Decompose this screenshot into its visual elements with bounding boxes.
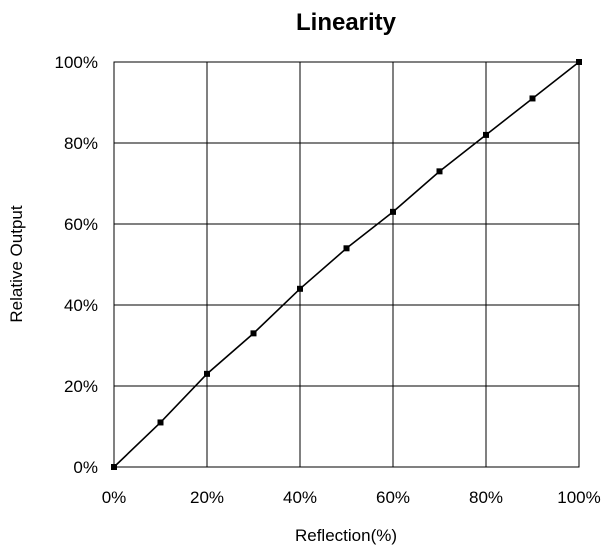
x-axis-label: Reflection(%)	[295, 526, 397, 545]
x-tick-label: 0%	[102, 488, 127, 507]
x-tick-label: 40%	[283, 488, 317, 507]
y-tick-label: 100%	[55, 53, 98, 72]
data-point	[576, 59, 582, 65]
data-point	[390, 208, 396, 215]
data-point	[157, 419, 164, 426]
data-point	[204, 370, 210, 377]
y-axis-label: Relative Output	[7, 205, 26, 322]
x-tick-label: 80%	[469, 488, 503, 507]
data-point	[343, 245, 350, 252]
series-line	[113, 61, 580, 468]
y-tick-label: 80%	[64, 134, 98, 153]
grid-lines	[114, 62, 579, 467]
y-tick-label: 60%	[64, 215, 98, 234]
data-point	[250, 330, 257, 337]
y-tick-label: 40%	[64, 296, 98, 315]
y-axis-ticks: 0% 20% 40% 60% 80% 100%	[55, 53, 98, 477]
x-tick-label: 60%	[376, 488, 410, 507]
y-tick-label: 20%	[64, 377, 98, 396]
data-point	[111, 464, 117, 470]
x-tick-label: 20%	[190, 488, 224, 507]
x-tick-label: 100%	[557, 488, 600, 507]
chart-title: Linearity	[296, 9, 397, 36]
data-point	[436, 168, 443, 175]
plot-area	[113, 61, 580, 468]
series-group	[113, 61, 580, 468]
y-tick-label: 0%	[73, 458, 98, 477]
data-point	[297, 285, 303, 292]
data-point	[483, 131, 489, 138]
data-point	[529, 95, 536, 102]
data-points	[111, 59, 582, 470]
x-axis-ticks: 0% 20% 40% 60% 80% 100%	[102, 488, 601, 507]
